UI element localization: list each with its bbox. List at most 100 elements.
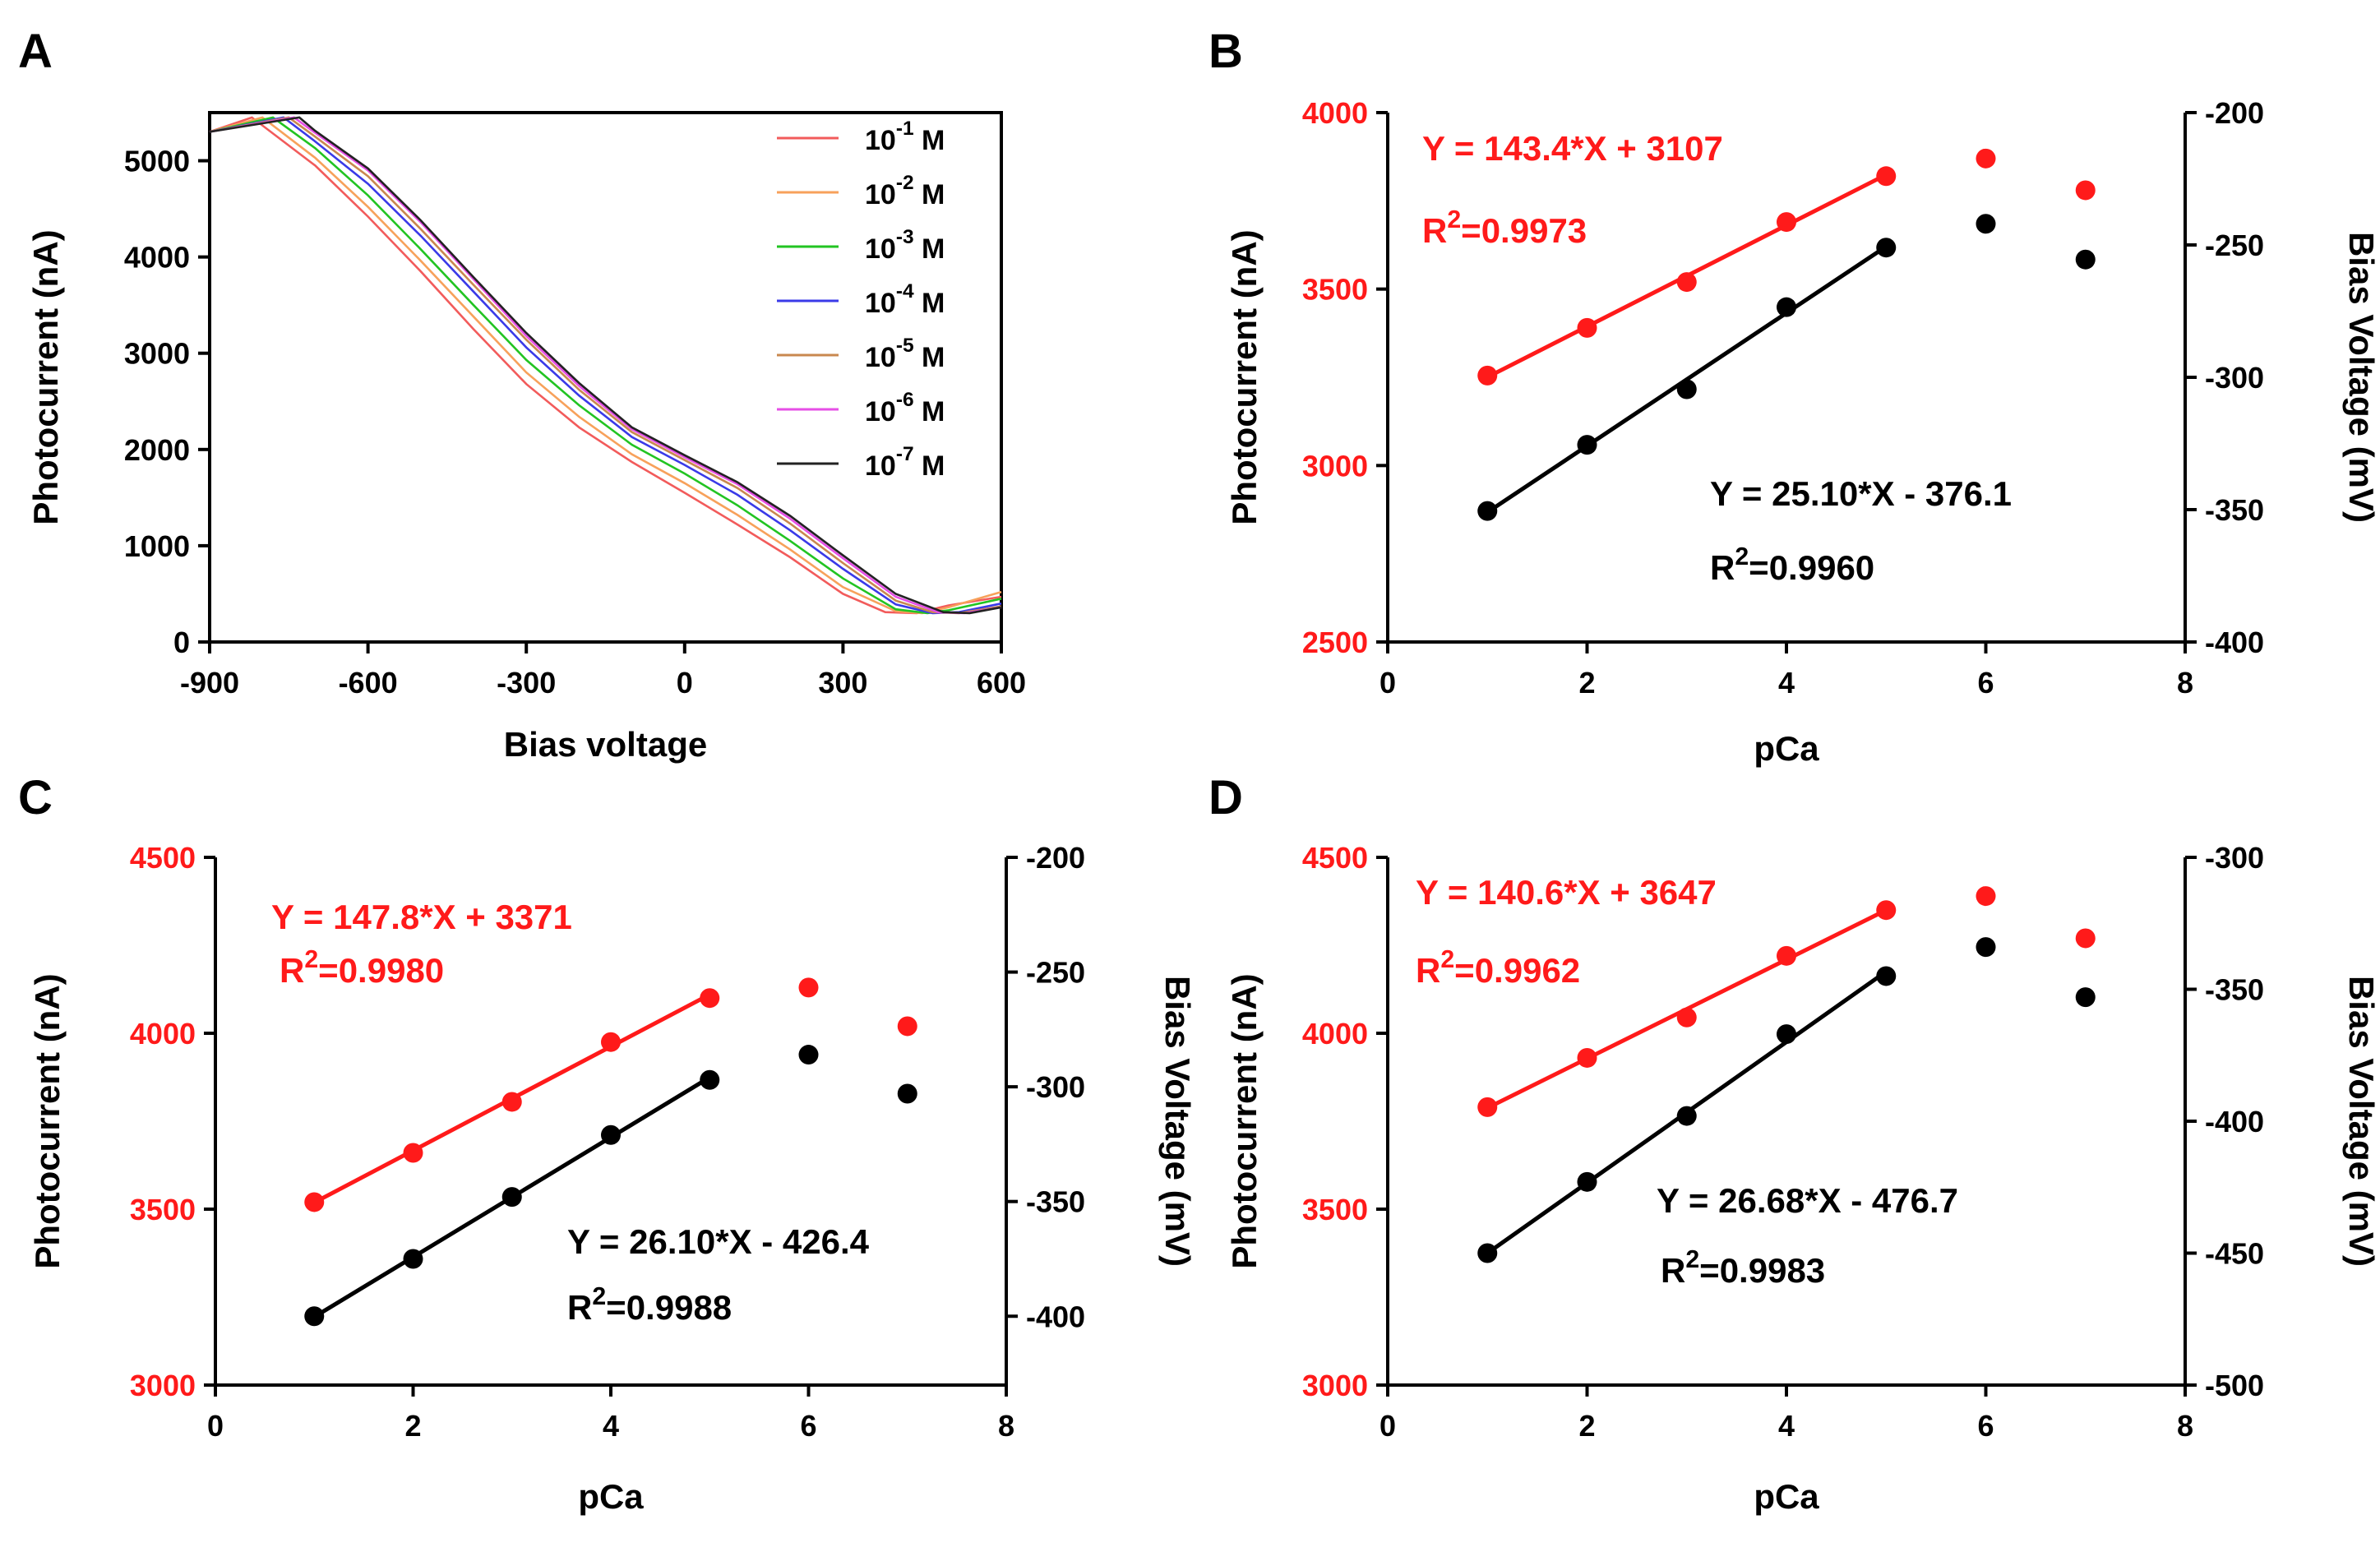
data-point — [1676, 1007, 1697, 1027]
series-line — [209, 116, 1002, 615]
plot-frame — [208, 111, 1003, 644]
right-axis-label: Bias Voltage (mV) — [2342, 976, 2380, 1267]
x-tick-label: 0 — [677, 666, 693, 700]
r-squared-text-exp: 2 — [304, 946, 318, 973]
data-point — [1777, 212, 1796, 233]
legend-text-exp: -7 — [896, 443, 914, 465]
r-squared-text-rest: =0.9962 — [1454, 951, 1580, 990]
left-tick-label: 3500 — [130, 1193, 196, 1226]
data-point — [1876, 166, 1897, 187]
left-tick-label: 3000 — [1302, 1369, 1368, 1402]
y-tick-label: 0 — [173, 626, 190, 659]
legend-text-rest: M — [914, 396, 945, 427]
left-tick-label: 4000 — [1302, 96, 1368, 130]
left-tick-label: 4500 — [130, 841, 196, 875]
right-tick-label: -250 — [2205, 229, 2264, 262]
r-squared-text-rest: =0.9983 — [1699, 1251, 1825, 1290]
fit-equation: Y = 26.10*X - 426.4 — [567, 1222, 870, 1261]
left-tick-label: 3500 — [1302, 273, 1368, 307]
left-tick-label: 4500 — [1302, 841, 1368, 875]
legend-text-rest: M — [914, 450, 945, 482]
legend-text-exp: -4 — [896, 280, 914, 302]
legend-text-base: 10 — [865, 179, 896, 210]
right-tick-label: -450 — [2205, 1237, 2264, 1271]
data-point — [1976, 214, 1996, 234]
legend-entry: 10-4 M — [865, 280, 945, 319]
data-point — [798, 1045, 819, 1065]
r-squared-text-exp: 2 — [1447, 206, 1461, 233]
x-tick-label: 600 — [977, 666, 1026, 700]
x-tick-label: 2 — [1578, 666, 1595, 700]
legend-text-base: 10 — [865, 396, 896, 427]
r-squared-text-base: R — [280, 951, 304, 990]
data-point — [1777, 945, 1796, 966]
legend-text-rest: M — [914, 233, 945, 265]
data-point — [1876, 966, 1897, 986]
right-tick-label: -300 — [2205, 361, 2264, 395]
series-line — [209, 116, 1002, 615]
r-squared: R2=0.9988 — [567, 1283, 732, 1327]
data-point — [798, 977, 819, 998]
right-axis-label: Bias Voltage (mV) — [2342, 232, 2380, 523]
x-tick-label: 300 — [818, 666, 867, 700]
legend-text-exp: -5 — [896, 335, 914, 357]
x-axis-label: pCa — [578, 1477, 644, 1516]
data-point — [2075, 987, 2096, 1008]
x-tick-label: 4 — [603, 1409, 619, 1443]
panel-D: D 0 2 4 6 8 3000 3500 4000 4500 -500 -450 -400 -350 -3… — [1208, 771, 2380, 1516]
fit-equation: Y = 26.68*X - 476.7 — [1657, 1181, 1958, 1220]
data-point — [1577, 317, 1597, 338]
left-tick-label: 4000 — [1302, 1017, 1368, 1051]
legend-text-base: 10 — [865, 450, 896, 482]
data-point — [1976, 886, 1996, 907]
r-squared-text-base: R — [1422, 211, 1447, 250]
data-point — [601, 1032, 621, 1052]
legend-text-rest: M — [914, 179, 945, 210]
panel-letter-C: C — [18, 771, 53, 824]
data-point — [403, 1249, 423, 1269]
left-tick-label: 2500 — [1302, 626, 1368, 659]
x-tick-label: -300 — [497, 666, 556, 700]
x-tick-label: -600 — [339, 666, 398, 700]
legend-entry: 10-2 M — [865, 172, 945, 210]
left-axis-label: Photocurrent (nA) — [1225, 973, 1264, 1268]
legend-text-base: 10 — [865, 233, 896, 265]
series-line — [209, 116, 1002, 615]
fit-equation: Y = 140.6*X + 3647 — [1416, 873, 1717, 912]
r-squared: R2=0.9962 — [1416, 946, 1580, 990]
panel-letter-D: D — [1208, 771, 1243, 824]
data-point — [1477, 365, 1498, 386]
right-tick-label: -400 — [1026, 1300, 1085, 1333]
right-tick-label: -300 — [1026, 1070, 1085, 1104]
panel-letter-B: B — [1208, 25, 1243, 78]
panel-letter-A: A — [18, 25, 53, 78]
right-tick-label: -350 — [1026, 1185, 1085, 1219]
legend-entry: 10-1 M — [865, 118, 945, 156]
right-tick-label: -400 — [2205, 626, 2264, 659]
fit-equation: Y = 143.4*X + 3107 — [1422, 129, 1723, 168]
data-point — [897, 1083, 917, 1104]
left-axis-label: Photocurrent (nA) — [1225, 229, 1264, 524]
data-point — [2075, 249, 2096, 270]
x-tick-label: 4 — [1778, 1409, 1795, 1443]
r-squared-text-base: R — [567, 1288, 592, 1327]
data-point — [1676, 272, 1697, 293]
data-point — [403, 1143, 423, 1163]
r-squared-text-rest: =0.9960 — [1749, 548, 1874, 587]
data-point — [1976, 148, 1996, 169]
data-point — [1577, 435, 1597, 455]
right-tick-label: -350 — [2205, 973, 2264, 1007]
legend-text-exp: -3 — [896, 226, 914, 248]
series-line — [209, 116, 1002, 615]
right-tick-label: -400 — [2205, 1105, 2264, 1138]
legend-text-rest: M — [914, 125, 945, 156]
y-tick-label: 1000 — [124, 529, 190, 563]
x-tick-label: 0 — [1379, 666, 1396, 700]
x-tick-label: 2 — [404, 1409, 421, 1443]
left-axis-label: Photocurrent (nA) — [28, 973, 67, 1268]
left-tick-label: 3000 — [1302, 449, 1368, 483]
x-tick-label: -900 — [180, 666, 239, 700]
x-tick-label: 6 — [800, 1409, 816, 1443]
legend-entry: 10-7 M — [865, 443, 945, 482]
r-squared: R2=0.9983 — [1661, 1246, 1825, 1290]
